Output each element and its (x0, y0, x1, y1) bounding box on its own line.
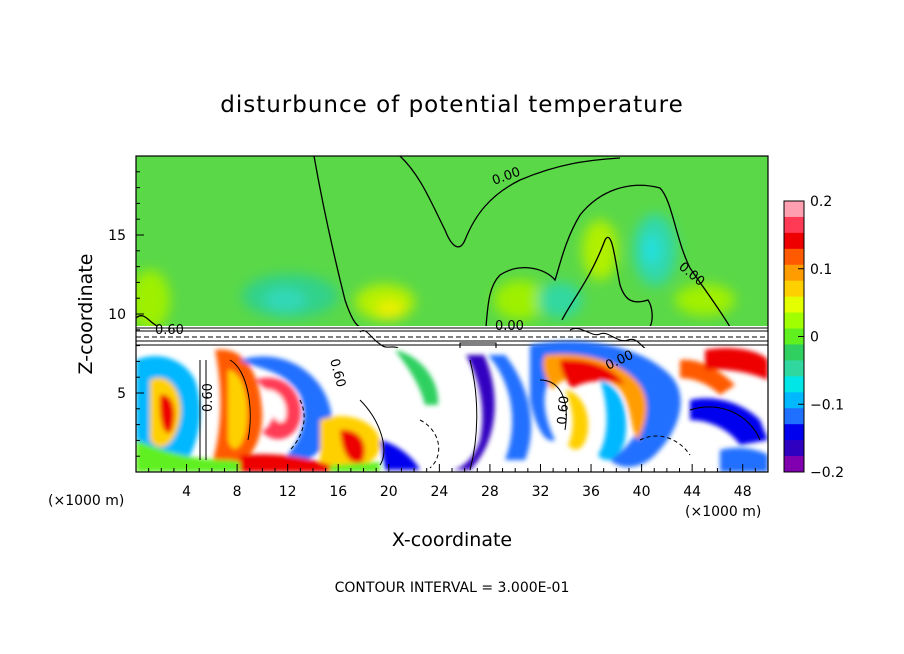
colorbar-tick-label: −0.2 (810, 465, 844, 481)
colorbar-swatch (784, 280, 804, 298)
colorbar-swatch (784, 328, 804, 345)
x-tick-label: 16 (329, 484, 347, 500)
colorbar-swatches (784, 201, 804, 473)
colorbar-swatch (784, 201, 804, 218)
lower-eddies (136, 341, 768, 472)
x-tick-label: 40 (633, 484, 651, 500)
upper-contours (136, 156, 731, 328)
interface-contours (136, 327, 768, 353)
x-tick-label: 48 (734, 484, 752, 500)
colorbar-swatch (784, 344, 804, 361)
contour-label: 0.00 (495, 319, 524, 334)
colorbar-swatch (784, 376, 804, 393)
x-tick-label: 4 (182, 484, 191, 500)
upper-anomalies (136, 214, 735, 330)
colorbar-tick-label: 0.1 (810, 262, 832, 278)
colorbar-swatch (784, 232, 804, 250)
x-tick-label: 12 (279, 484, 297, 500)
contour-label: 0.60 (155, 323, 184, 338)
y-tick-label: 10 (108, 307, 126, 323)
colorbar-swatch (784, 392, 804, 409)
y-tick-label: 15 (108, 228, 126, 244)
x-tick-label: 44 (683, 484, 701, 500)
x-tick-label: 24 (430, 484, 448, 500)
colorbar-tick-label: 0.2 (810, 194, 832, 210)
colorbar-tick-label: 0 (810, 330, 819, 346)
x-tick-label: 28 (481, 484, 499, 500)
colorbar-swatch (784, 248, 804, 266)
colorbar-tick-label: −0.1 (810, 397, 844, 413)
contour-interval-note: CONTOUR INTERVAL = 3.000E-01 (335, 580, 570, 596)
x-axis: 4 8 12 16 20 24 28 32 36 40 44 48 (148, 464, 756, 500)
colorbar-swatch (784, 440, 804, 457)
x-tick-label: 32 (532, 484, 550, 500)
chart-title: disturbunce of potential temperature (220, 92, 684, 118)
contour-label: 0.60 (326, 357, 348, 389)
colorbar-swatch (784, 264, 804, 282)
x-axis-label: X-coordinate (392, 529, 512, 551)
colorbar-swatch (784, 424, 804, 441)
colorbar-swatch (784, 296, 804, 314)
contour-label: 0.60 (555, 395, 572, 425)
y-axis-label: Z-coordinate (75, 254, 97, 375)
x-tick-label: 8 (233, 484, 242, 500)
colorbar-swatch (784, 456, 804, 473)
colorbar: 0.2 0.1 0 −0.1 −0.2 (783, 194, 844, 481)
y-axis: 5 10 15 (108, 171, 144, 457)
colorbar-swatch (784, 216, 804, 234)
y-tick-label: 5 (117, 386, 126, 402)
x-tick-label: 36 (582, 484, 600, 500)
colorbar-swatch (784, 360, 804, 377)
colorbar-ticks: 0.2 0.1 0 −0.1 −0.2 (798, 194, 844, 481)
plot-area (136, 156, 768, 472)
colorbar-swatch (784, 312, 804, 330)
colorbar-swatch (784, 408, 804, 425)
x-axis-unit-right: (×1000 m) (685, 504, 761, 520)
x-axis-unit-left: (×1000 m) (48, 493, 124, 509)
contour-label: 0.60 (201, 383, 216, 412)
lower-contours (199, 359, 761, 471)
x-tick-label: 20 (380, 484, 398, 500)
